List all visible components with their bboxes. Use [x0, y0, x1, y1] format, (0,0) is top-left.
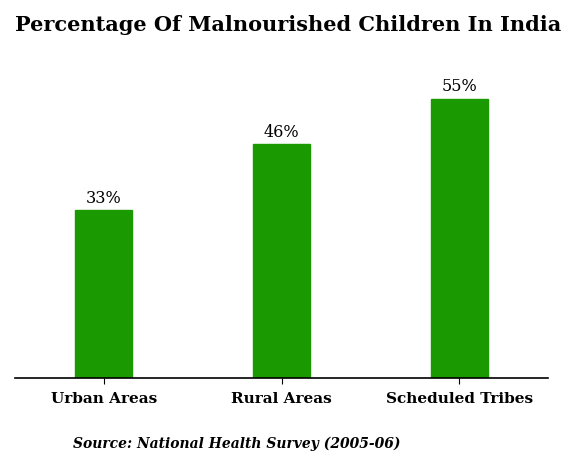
Text: 46%: 46%: [264, 124, 299, 141]
Text: Percentage Of Malnourished Children In India: Percentage Of Malnourished Children In I…: [15, 15, 561, 35]
Text: 55%: 55%: [442, 78, 477, 95]
Text: 33%: 33%: [86, 190, 122, 207]
Bar: [253, 145, 310, 378]
Text: Source: National Health Survey (2005-06): Source: National Health Survey (2005-06): [73, 437, 401, 452]
Bar: [431, 99, 488, 378]
Bar: [76, 211, 133, 378]
